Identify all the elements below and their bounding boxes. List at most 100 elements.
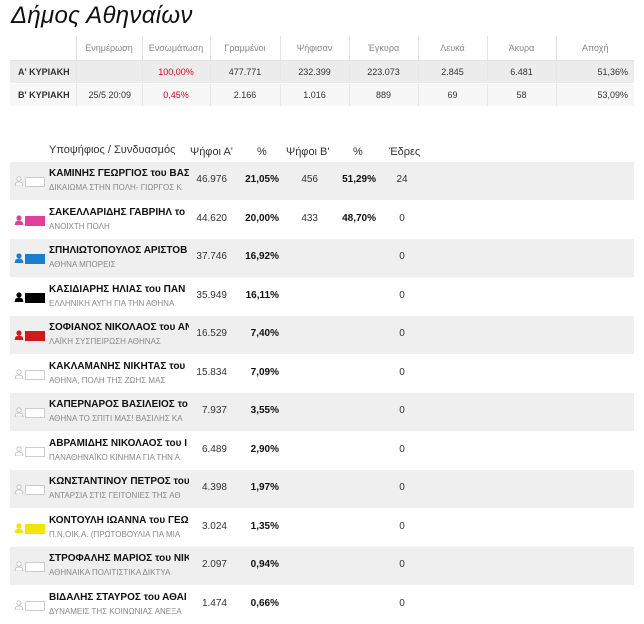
- candidate-name: ΚΑΜΙΝΗΣ ΓΕΩΡΓΙΟΣ του ΒΑΣ: [49, 168, 189, 179]
- seats-count: 0: [388, 251, 416, 262]
- summary-row-first-round: Α' ΚΥΡΙΑΚΗ 100,00% 477.771 232.399 223.0…: [10, 61, 634, 84]
- seats-count: 0: [388, 482, 416, 493]
- votes-first-round: 7.937: [190, 405, 227, 416]
- person-icon: [14, 176, 24, 186]
- header-seats: Έδρες: [389, 146, 420, 158]
- page-title: Δήμος Αθηναίων: [11, 2, 193, 30]
- candidate-row[interactable]: ΚΑΠΕΡΝΑΡΟΣ ΒΑΣΙΛΕΙΟΣ το ΑΘΗΝΑ ΤΟ ΣΠΙΤΙ ΜΑ…: [10, 393, 634, 432]
- header-votes-a: Ψήφοι Α': [190, 146, 233, 158]
- round-label: Α' ΚΥΡΙΑΚΗ: [10, 61, 76, 84]
- votes-first-round: 3.024: [190, 521, 227, 532]
- abstention-percent: 51,36%: [556, 61, 634, 84]
- seats-count: 0: [388, 328, 416, 339]
- votes-first-round: 44.620: [190, 213, 227, 224]
- party-name: ΠΑΝΑΘΗΝΑΪΚΟ ΚΙΝΗΜΑ ΓΙΑ ΤΗΝ Α: [49, 453, 189, 462]
- candidate-name: ΚΟΝΤΟΥΛΗ ΙΩΑΝΝΑ του ΓΕΩ: [49, 515, 189, 526]
- percent-first-round: 21,05%: [232, 174, 279, 185]
- percent-first-round: 3,55%: [232, 405, 279, 416]
- header-candidate: Υποψήφιος / Συνδυασμός: [49, 144, 175, 156]
- votes-first-round: 2.097: [190, 559, 227, 570]
- valid-count: 889: [349, 84, 418, 107]
- seats-count: 0: [388, 405, 416, 416]
- seats-count: 0: [388, 367, 416, 378]
- header-votes-b: Ψήφοι Β': [286, 146, 330, 158]
- seats-count: 0: [388, 444, 416, 455]
- candidate-name: ΚΑΣΙΔΙΑΡΗΣ ΗΛΙΑΣ του ΠΑΝ: [49, 284, 189, 295]
- candidate-name: ΑΒΡΑΜΙΔΗΣ ΝΙΚΟΛΑΟΣ του Ι: [49, 438, 189, 449]
- votes-first-round: 35.949: [190, 290, 227, 301]
- party-color-swatch: [25, 562, 45, 572]
- percent-first-round: 1,35%: [232, 521, 279, 532]
- summary-header-cell: Άκυρα: [487, 36, 556, 61]
- candidate-name: ΚΑΠΕΡΝΑΡΟΣ ΒΑΣΙΛΕΙΟΣ το: [49, 399, 189, 410]
- blank-count: 69: [418, 84, 487, 107]
- person-icon: [14, 484, 24, 494]
- updated-time: [76, 61, 142, 84]
- candidate-row[interactable]: ΑΒΡΑΜΙΔΗΣ ΝΙΚΟΛΑΟΣ του Ι ΠΑΝΑΘΗΝΑΪΚΟ ΚΙΝΗ…: [10, 432, 634, 471]
- summary-row-second-round: Β' ΚΥΡΙΑΚΗ 25/5 20:09 0,45% 2.166 1.016 …: [10, 84, 634, 107]
- party-color-swatch: [25, 447, 45, 457]
- party-color-swatch: [25, 254, 45, 264]
- valid-count: 223.073: [349, 61, 418, 84]
- votes-first-round: 37.746: [190, 251, 227, 262]
- party-name: ΛΑΪΚΗ ΣΥΣΠΕΙΡΩΣΗ ΑΘΗΝΑΣ: [49, 337, 189, 346]
- seats-count: 0: [388, 290, 416, 301]
- percent-first-round: 20,00%: [232, 213, 279, 224]
- seats-count: 0: [388, 559, 416, 570]
- party-color-swatch: [25, 331, 45, 341]
- summary-header-cell: Γραμμένοι: [210, 36, 280, 61]
- summary-header-cell: Ψήφισαν: [280, 36, 349, 61]
- percent-first-round: 0,94%: [232, 559, 279, 570]
- person-icon: [14, 600, 24, 610]
- party-color-swatch: [25, 408, 45, 418]
- seats-count: 24: [388, 174, 416, 185]
- registered-count: 2.166: [210, 84, 280, 107]
- candidate-row[interactable]: ΚΑΚΛΑΜΑΝΗΣ ΝΙΚΗΤΑΣ του ΑΘΗΝΑ, ΠΟΛΗ ΤΗΣ ΖΩ…: [10, 355, 634, 394]
- party-name: ΑΘΗΝΑ ΤΟ ΣΠΙΤΙ ΜΑΣ! ΒΑΣΙΛΗΣ ΚΑ: [49, 414, 189, 423]
- summary-header-cell: Αποχή: [556, 36, 634, 61]
- seats-count: 0: [388, 521, 416, 532]
- candidate-name: ΒΙΔΑΛΗΣ ΣΤΑΥΡΟΣ του ΑΘΑΙ: [49, 592, 189, 603]
- header-pct-a: %: [257, 146, 267, 158]
- summary-header-cell: Ενσωμάτωση: [142, 36, 210, 61]
- votes-first-round: 1.474: [190, 598, 227, 609]
- results-header: Υποψήφιος / Συνδυασμός Ψήφοι Α' % Ψήφοι …: [10, 140, 634, 162]
- percent-first-round: 16,11%: [232, 290, 279, 301]
- person-icon: [14, 215, 24, 225]
- party-color-swatch: [25, 601, 45, 611]
- person-icon: [14, 330, 24, 340]
- percent-first-round: 0,66%: [232, 598, 279, 609]
- summary-header-row: Ενημέρωση Ενσωμάτωση Γραμμένοι Ψήφισαν Έ…: [10, 36, 634, 61]
- summary-header-cell: Ενημέρωση: [76, 36, 142, 61]
- party-color-swatch: [25, 524, 45, 534]
- candidate-name: ΚΑΚΛΑΜΑΝΗΣ ΝΙΚΗΤΑΣ του: [49, 361, 189, 372]
- person-icon: [14, 407, 24, 417]
- percent-first-round: 16,92%: [232, 251, 279, 262]
- abstention-percent: 53,09%: [556, 84, 634, 107]
- percent-first-round: 2,90%: [232, 444, 279, 455]
- seats-count: 0: [388, 213, 416, 224]
- seats-count: 0: [388, 598, 416, 609]
- person-icon: [14, 523, 24, 533]
- percent-first-round: 7,09%: [232, 367, 279, 378]
- party-name: ΑΘΗΝΑ, ΠΟΛΗ ΤΗΣ ΖΩΗΣ ΜΑΣ: [49, 376, 189, 385]
- person-icon: [14, 253, 24, 263]
- updated-time: 25/5 20:09: [76, 84, 142, 107]
- summary-header-cell: Λευκά: [418, 36, 487, 61]
- summary-header-cell: [10, 36, 76, 61]
- votes-first-round: 4.398: [190, 482, 227, 493]
- percent-second-round: 51,29%: [324, 174, 376, 185]
- party-name: ΑΝΤΑΡΣΙΑ ΣΤΙΣ ΓΕΙΤΟΝΙΕΣ ΤΗΣ ΑΘ: [49, 491, 189, 500]
- votes-first-round: 15.834: [190, 367, 227, 378]
- votes-first-round: 6.489: [190, 444, 227, 455]
- percent-second-round: 48,70%: [324, 213, 376, 224]
